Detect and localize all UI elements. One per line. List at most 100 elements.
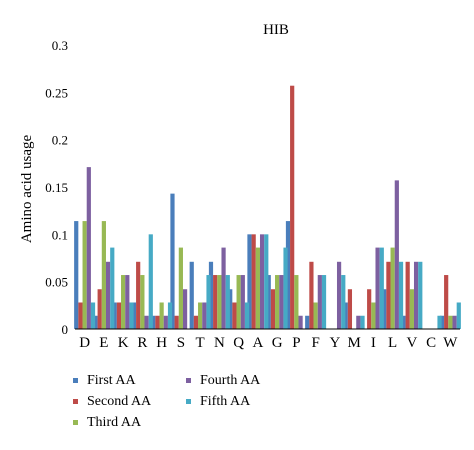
bar-N-series-4 <box>221 247 226 329</box>
x-category-label: Y <box>329 335 340 351</box>
legend: First AA Second AA Third AA Fourth AA Fifth … <box>73 373 261 430</box>
bar-T-series-3 <box>198 302 203 329</box>
x-category-label: R <box>137 335 147 351</box>
bar-M-series-4 <box>356 315 361 329</box>
x-category-label: T <box>196 335 205 351</box>
bar-E-series-1 <box>93 315 98 329</box>
bar-F-series-2 <box>309 261 314 329</box>
x-category-label: N <box>214 335 225 351</box>
x-category-label: C <box>426 335 436 351</box>
legend-label: First AA <box>87 373 137 388</box>
chart-title: HIB <box>263 22 289 38</box>
bar-M-series-5 <box>360 315 365 329</box>
bar-A-series-4 <box>259 234 265 329</box>
x-category-label: L <box>388 335 397 351</box>
bar-A-series-2 <box>251 234 256 329</box>
bar-F-series-5 <box>321 275 327 329</box>
bar-E-series-2 <box>97 289 102 329</box>
bar-W-series-3 <box>448 315 453 329</box>
bars <box>74 85 461 330</box>
x-category-label: W <box>443 335 458 351</box>
bar-G-series-2 <box>270 289 276 329</box>
x-category-label: A <box>252 335 263 351</box>
bar-Q-series-3 <box>236 275 241 329</box>
bar-D-series-4 <box>86 167 91 329</box>
bar-N-series-5 <box>225 275 230 329</box>
bar-Q-series-1 <box>228 289 233 329</box>
bar-L-series-2 <box>386 261 391 329</box>
bar-V-series-3 <box>409 289 414 329</box>
bar-E-series-3 <box>101 221 106 329</box>
y-tick-label: 0.15 <box>45 180 68 195</box>
bar-E-series-5 <box>110 247 115 329</box>
y-tick-label: 0.1 <box>52 227 68 242</box>
bar-S-series-3 <box>178 247 183 329</box>
bar-S-series-4 <box>182 289 188 329</box>
x-category-label: F <box>311 335 319 351</box>
bar-D-series-3 <box>82 221 87 329</box>
bar-F-series-3 <box>313 302 318 329</box>
bar-R-series-2 <box>136 261 141 329</box>
bar-F-series-1 <box>305 315 310 329</box>
bar-P-series-4 <box>298 315 303 329</box>
bar-V-series-2 <box>405 261 410 329</box>
x-category-label: S <box>177 335 185 351</box>
x-category-label: K <box>118 335 129 351</box>
x-category-label: M <box>347 335 360 351</box>
bar-L-series-1 <box>382 289 387 329</box>
bar-Q-series-5 <box>244 302 250 329</box>
bar-M-series-2 <box>347 289 353 329</box>
y-tick-label: 0.2 <box>52 133 68 148</box>
bar-S-series-2 <box>174 315 179 329</box>
bar-K-series-2 <box>116 302 122 329</box>
bar-S-series-1 <box>170 193 175 329</box>
bar-I-series-2 <box>367 289 372 329</box>
bar-L-series-4 <box>394 180 399 329</box>
bar-T-series-2 <box>193 315 199 329</box>
bar-N-series-2 <box>213 275 218 329</box>
bar-G-series-3 <box>275 275 280 329</box>
bar-K-series-3 <box>121 275 126 329</box>
bar-G-series-5 <box>283 247 288 329</box>
legend-swatch <box>186 378 191 383</box>
bar-H-series-1 <box>151 315 156 329</box>
bar-V-series-1 <box>401 315 406 329</box>
bar-F-series-4 <box>317 275 322 329</box>
bar-H-series-3 <box>159 302 164 329</box>
x-category-label: I <box>371 335 376 351</box>
bar-V-series-5 <box>418 261 423 329</box>
legend-swatch <box>73 399 78 404</box>
bar-K-series-5 <box>129 302 134 329</box>
bar-R-series-1 <box>131 302 137 329</box>
bar-A-series-5 <box>264 234 269 329</box>
bar-W-series-2 <box>444 275 449 329</box>
bar-T-series-1 <box>189 261 194 329</box>
bar-D-series-5 <box>90 302 96 329</box>
bar-A-series-1 <box>247 234 252 329</box>
x-category-label: P <box>292 335 300 351</box>
bar-L-series-3 <box>390 247 395 329</box>
legend-label: Fifth AA <box>200 394 251 409</box>
legend-label: Third AA <box>87 415 142 430</box>
x-category-label: V <box>406 335 417 351</box>
x-category-label: E <box>99 335 108 351</box>
bar-P-series-2 <box>290 85 295 330</box>
bar-Q-series-4 <box>240 275 245 329</box>
bar-D-series-1 <box>74 221 79 329</box>
x-category-label: Q <box>233 335 244 351</box>
y-tick-label: 0.3 <box>52 38 68 53</box>
bar-G-series-4 <box>279 275 284 329</box>
bar-H-series-4 <box>163 315 168 329</box>
bar-D-series-2 <box>78 302 83 329</box>
bar-Q-series-2 <box>232 302 237 329</box>
bar-K-series-1 <box>112 302 117 329</box>
bar-R-series-5 <box>148 234 153 329</box>
y-tick-label: 0.25 <box>45 85 68 100</box>
bar-L-series-5 <box>398 261 404 329</box>
bar-T-series-4 <box>202 302 207 329</box>
bar-W-series-4 <box>452 315 457 329</box>
bar-H-series-2 <box>155 315 160 329</box>
bar-M-series-1 <box>343 302 348 329</box>
